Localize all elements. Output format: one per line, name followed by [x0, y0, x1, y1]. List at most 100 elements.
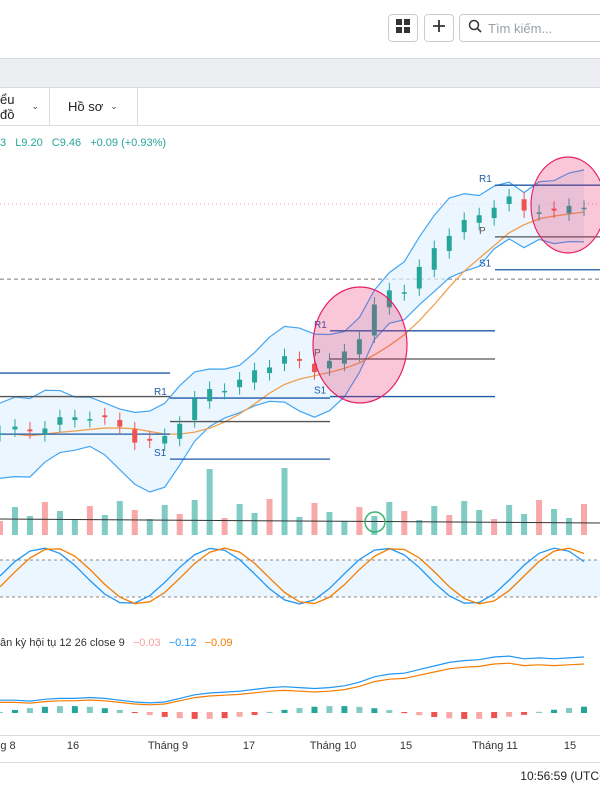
time-label: 17	[242, 740, 256, 752]
macd-histogram-bar	[506, 712, 513, 717]
volume-bar	[431, 506, 438, 535]
macd-histogram-bar	[476, 712, 483, 719]
candle	[147, 438, 153, 441]
candle	[267, 367, 273, 374]
candle	[506, 196, 512, 204]
candle	[132, 429, 138, 443]
pivot-label: R1	[479, 174, 492, 185]
search-input[interactable]	[488, 20, 598, 36]
candle	[177, 423, 183, 439]
candle	[102, 415, 108, 418]
candle	[117, 420, 123, 427]
candle	[42, 428, 48, 435]
macd-histogram-bar	[101, 708, 108, 713]
macd-histogram-bar	[416, 712, 423, 716]
macd-histogram-bar	[296, 708, 303, 713]
stoch-k	[0, 547, 585, 605]
macd-histogram-bar	[176, 712, 183, 719]
candle	[237, 379, 243, 388]
candle	[12, 426, 18, 430]
time-label: Tháng 11	[472, 740, 518, 752]
macd-histogram-bar	[566, 707, 573, 713]
candle	[282, 356, 288, 364]
search-box[interactable]	[459, 14, 600, 42]
status-bar: 10:56:59 (UTC+	[0, 762, 600, 800]
candle	[521, 199, 527, 211]
macd-histogram-bar	[371, 708, 378, 713]
volume-bar	[341, 521, 348, 535]
chart-area[interactable]: R1S1R1S1R1PS1R1PS1 3 L9.20 C9.46 +0.09 (…	[0, 127, 600, 762]
candle	[207, 389, 213, 402]
chevron-down-icon: ⌄	[110, 101, 118, 111]
candle	[57, 417, 63, 425]
volume-bar	[386, 502, 393, 535]
volume-bar	[206, 469, 213, 535]
ohlc-change: +0.09 (+0.93%)	[90, 137, 167, 149]
candle	[551, 208, 557, 211]
macd-histogram-bar	[311, 706, 318, 713]
time-label: g 8	[0, 740, 16, 752]
pivot-label: S1	[314, 386, 327, 397]
volume-bar	[176, 514, 183, 535]
volume-bar	[461, 501, 468, 535]
candle	[566, 205, 572, 214]
moving-average	[0, 211, 585, 437]
macd-histogram-bar	[41, 706, 48, 713]
macd-histogram-bar	[236, 712, 243, 717]
macd-signal-value: −0.09	[204, 637, 233, 649]
chart-menu[interactable]: ểu đồ ⌄	[0, 88, 50, 125]
macd-line	[0, 655, 585, 704]
volume-bar	[551, 509, 558, 535]
macd-histogram-bar	[56, 706, 63, 713]
stoch-d	[0, 547, 585, 605]
macd-histogram-bar	[356, 706, 363, 713]
volume-bar	[236, 504, 243, 535]
macd-value: −0.12	[168, 637, 197, 649]
add-button[interactable]	[424, 14, 454, 42]
macd-legend: ân kỳ hội tụ 12 26 close 9 −0.03 −0.12 −…	[0, 637, 237, 649]
profile-menu[interactable]: Hồ sơ ⌄	[58, 88, 138, 125]
grid-layout-icon	[395, 18, 411, 39]
macd-histogram-bar	[461, 712, 468, 719]
macd-signal-line	[0, 662, 585, 706]
macd-histogram-bar	[11, 709, 18, 713]
ohlc-legend: 3 L9.20 C9.46 +0.09 (+0.93%)	[0, 137, 172, 149]
pivot-label: S1	[479, 259, 492, 270]
volume-bar	[371, 516, 378, 535]
profile-menu-label: Hồ sơ	[68, 99, 104, 114]
macd-histogram-bar	[116, 709, 123, 713]
bollinger-upper	[0, 169, 585, 413]
pivot-label: S1	[154, 448, 167, 459]
macd-histogram-bar	[26, 708, 33, 713]
bollinger-lower	[0, 238, 585, 493]
volume-bar	[311, 503, 318, 535]
candle	[371, 304, 377, 336]
volume-bar	[491, 519, 498, 535]
macd-histogram-bar	[536, 711, 543, 713]
volume-bar	[416, 520, 423, 535]
candle	[0, 433, 3, 435]
bollinger-fill	[0, 169, 584, 492]
volume-bar	[71, 520, 78, 535]
volume-ma	[0, 518, 600, 524]
ohlc-close: C9.46	[51, 137, 82, 149]
candle	[192, 398, 198, 421]
macd-histogram-bar	[266, 711, 273, 713]
volume-bar	[326, 512, 333, 535]
time-axis[interactable]: g 8 16 Tháng 9 17 Tháng 10 15 Tháng 11 1…	[0, 735, 600, 757]
price-chart[interactable]: R1S1R1S1R1PS1R1PS1	[0, 127, 600, 735]
macd-histogram-bar	[431, 712, 438, 717]
candle	[356, 339, 362, 355]
macd-title: ân kỳ hội tụ 12 26 close 9	[0, 637, 125, 649]
ohlc-low: L9.20	[15, 137, 43, 149]
macd-histogram-bar	[206, 712, 213, 719]
volume-bar	[11, 507, 18, 535]
top-toolbar	[0, 0, 600, 58]
candle	[446, 235, 452, 251]
macd-histogram-bar	[131, 712, 138, 714]
clock: 10:56:59 (UTC+	[520, 769, 600, 783]
volume-bar	[221, 518, 228, 535]
time-label: Tháng 9	[147, 740, 189, 752]
volume-bar	[266, 499, 273, 535]
layout-button[interactable]	[388, 14, 418, 42]
